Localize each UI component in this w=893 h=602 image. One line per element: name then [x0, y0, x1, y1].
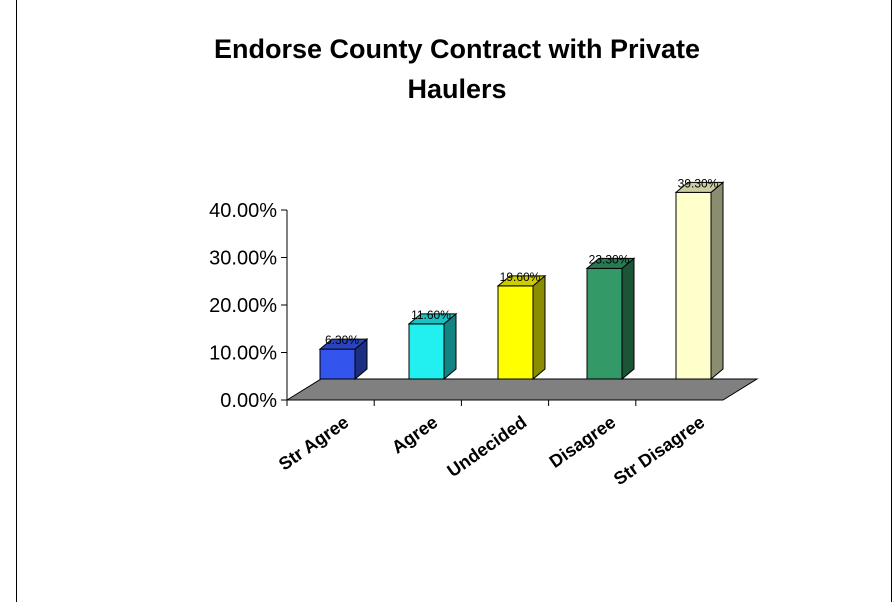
floor-plane	[285, 378, 759, 401]
y-tick-label: 10.00%	[209, 343, 277, 365]
bar-top	[318, 338, 369, 350]
chart-title: Endorse County Contract with Private Hau…	[214, 34, 700, 104]
bar-top	[585, 257, 636, 269]
category-label: Agree	[388, 412, 441, 458]
chart-frame	[16, 0, 892, 602]
bar-top	[496, 275, 547, 287]
category-label: Str Disagree	[610, 412, 708, 489]
bar-front	[586, 267, 623, 380]
y-tick-label: 30.00%	[209, 248, 277, 270]
bar-front	[675, 191, 712, 380]
chart-title-line-1: Endorse County Contract with Private	[214, 34, 700, 64]
bar-top	[407, 313, 458, 325]
bar-side	[443, 312, 457, 381]
y-tick-label: 0.00%	[220, 390, 277, 412]
y-tick-label: 40.00%	[209, 200, 277, 222]
value-axis: 0.00% 10.00% 20.00% 30.00% 40.00%	[209, 200, 723, 412]
bar-front	[408, 323, 445, 380]
bar-top	[674, 181, 725, 193]
bar	[496, 274, 547, 381]
category-label: Undecided	[443, 412, 530, 481]
data-label: 39.30%	[678, 176, 719, 190]
category-label: Disagree	[546, 412, 620, 472]
bar	[674, 181, 725, 381]
bar-side	[710, 181, 724, 381]
data-label: 11.60%	[411, 308, 451, 322]
data-labels: 6.30% 11.60% 19.60% 23.30% 39.30%	[325, 176, 719, 347]
chart-title-line-2: Haulers	[407, 74, 506, 104]
data-label: 23.30%	[589, 252, 630, 266]
bar	[407, 312, 458, 381]
bar-front	[319, 348, 356, 380]
bar	[318, 338, 369, 381]
bars	[318, 181, 725, 381]
y-tick-label: 20.00%	[209, 295, 277, 317]
category-label: Str Agree	[275, 412, 352, 474]
data-label: 6.30%	[325, 333, 359, 347]
bar-side	[532, 274, 546, 381]
bar	[585, 257, 636, 381]
data-label: 19.60%	[500, 270, 541, 284]
bar-front	[497, 285, 534, 380]
bar-side	[621, 257, 635, 381]
chart-floor	[285, 378, 759, 401]
